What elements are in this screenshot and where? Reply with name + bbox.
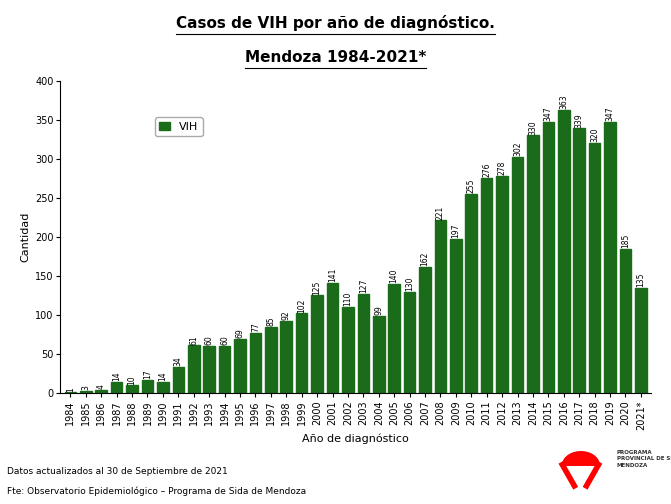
Text: 141: 141 [328,268,337,282]
Text: 92: 92 [282,311,291,321]
Legend: VIH: VIH [154,117,203,137]
Text: PROGRAMA
PROVINCIAL DE SIDA
MENDOZA: PROGRAMA PROVINCIAL DE SIDA MENDOZA [617,450,671,468]
Bar [589,143,601,393]
Bar [404,291,415,393]
Text: 162: 162 [421,251,429,266]
Text: 34: 34 [174,356,183,366]
Text: 347: 347 [544,107,553,121]
Text: 363: 363 [559,94,568,109]
Bar [219,346,230,393]
Bar [280,321,292,393]
Bar [558,109,570,393]
Text: Mendoza 1984-2021*: Mendoza 1984-2021* [245,50,426,66]
Bar [142,380,153,393]
Bar [466,194,477,393]
Bar [635,288,647,393]
Bar [234,339,246,393]
Bar [604,122,616,393]
Bar [435,220,446,393]
Bar [342,307,354,393]
Text: 185: 185 [621,233,630,248]
Bar [250,333,261,393]
Text: 60: 60 [220,336,229,345]
Bar [419,267,431,393]
Text: 130: 130 [405,276,414,291]
Text: 302: 302 [513,142,522,156]
Text: 10: 10 [127,375,137,385]
Bar [64,392,76,393]
Bar [296,313,307,393]
Bar [311,295,323,393]
Bar [497,176,508,393]
Text: 330: 330 [529,120,537,135]
Text: 276: 276 [482,162,491,177]
Text: 127: 127 [359,279,368,293]
Text: 69: 69 [236,329,244,339]
Bar [543,122,554,393]
Text: 1: 1 [66,387,75,392]
Bar [265,327,276,393]
Bar [389,284,400,393]
Text: 3: 3 [81,385,91,390]
Text: 4: 4 [97,385,106,389]
Text: 85: 85 [266,317,275,326]
Bar [619,248,631,393]
Bar [373,316,384,393]
Text: 278: 278 [498,161,507,175]
Y-axis label: Cantidad: Cantidad [21,212,31,262]
Bar [358,294,369,393]
X-axis label: Año de diagnóstico: Año de diagnóstico [302,434,409,444]
Text: 197: 197 [452,224,460,238]
Text: 14: 14 [112,372,121,382]
Text: 125: 125 [313,280,321,295]
Text: 339: 339 [574,113,584,128]
Bar [450,239,462,393]
Bar [203,346,215,393]
Bar [574,129,585,393]
Text: 99: 99 [374,305,383,315]
Text: Fte: Observatorio Epidemiológico – Programa de Sida de Mendoza: Fte: Observatorio Epidemiológico – Progr… [7,487,306,496]
Text: 60: 60 [205,336,213,345]
Text: 320: 320 [590,128,599,142]
Bar [172,366,184,393]
Text: 140: 140 [390,269,399,283]
Text: 102: 102 [297,298,306,312]
Text: 255: 255 [467,178,476,193]
Bar [80,391,92,393]
Bar [327,283,338,393]
Bar [111,382,122,393]
Bar [126,386,138,393]
Text: 17: 17 [143,369,152,379]
Text: 347: 347 [605,107,615,121]
Bar [512,157,523,393]
Bar [157,382,168,393]
Bar [188,345,199,393]
Text: 77: 77 [251,323,260,332]
Text: Casos de VIH por año de diagnóstico.: Casos de VIH por año de diagnóstico. [176,15,495,31]
Text: 135: 135 [636,272,646,287]
Text: Datos actualizados al 30 de Septiembre de 2021: Datos actualizados al 30 de Septiembre d… [7,467,227,476]
Text: 14: 14 [158,372,168,382]
Text: 221: 221 [436,206,445,220]
Bar [95,390,107,393]
Text: 110: 110 [344,292,352,306]
Bar [527,136,539,393]
Text: 61: 61 [189,335,198,345]
Bar [481,177,493,393]
